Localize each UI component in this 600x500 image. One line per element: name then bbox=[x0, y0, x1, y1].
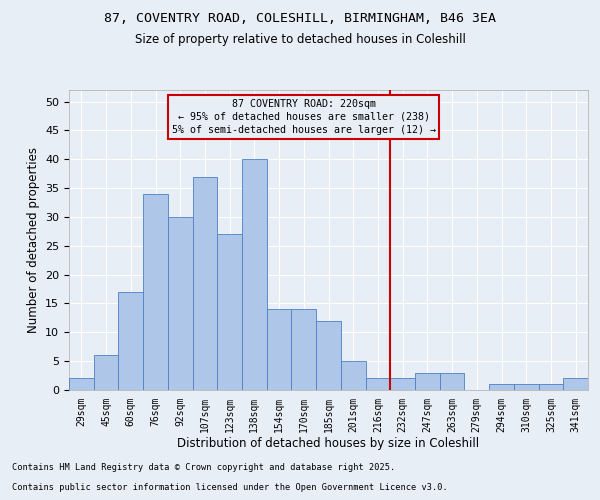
Bar bbox=[94, 356, 118, 390]
Bar bbox=[217, 234, 242, 390]
Y-axis label: Number of detached properties: Number of detached properties bbox=[26, 147, 40, 333]
Bar bbox=[514, 384, 539, 390]
Bar bbox=[316, 321, 341, 390]
Text: 87, COVENTRY ROAD, COLESHILL, BIRMINGHAM, B46 3EA: 87, COVENTRY ROAD, COLESHILL, BIRMINGHAM… bbox=[104, 12, 496, 26]
Bar bbox=[440, 372, 464, 390]
Bar bbox=[168, 217, 193, 390]
Bar bbox=[341, 361, 365, 390]
Bar bbox=[489, 384, 514, 390]
Bar bbox=[267, 309, 292, 390]
Bar bbox=[390, 378, 415, 390]
Text: Size of property relative to detached houses in Coleshill: Size of property relative to detached ho… bbox=[134, 32, 466, 46]
Text: 87 COVENTRY ROAD: 220sqm
← 95% of detached houses are smaller (238)
5% of semi-d: 87 COVENTRY ROAD: 220sqm ← 95% of detach… bbox=[172, 98, 436, 135]
X-axis label: Distribution of detached houses by size in Coleshill: Distribution of detached houses by size … bbox=[178, 437, 479, 450]
Text: Contains HM Land Registry data © Crown copyright and database right 2025.: Contains HM Land Registry data © Crown c… bbox=[12, 464, 395, 472]
Bar bbox=[415, 372, 440, 390]
Bar bbox=[292, 309, 316, 390]
Bar bbox=[118, 292, 143, 390]
Bar bbox=[539, 384, 563, 390]
Bar bbox=[193, 176, 217, 390]
Bar bbox=[69, 378, 94, 390]
Bar bbox=[143, 194, 168, 390]
Text: Contains public sector information licensed under the Open Government Licence v3: Contains public sector information licen… bbox=[12, 484, 448, 492]
Bar bbox=[365, 378, 390, 390]
Bar bbox=[242, 159, 267, 390]
Bar bbox=[563, 378, 588, 390]
